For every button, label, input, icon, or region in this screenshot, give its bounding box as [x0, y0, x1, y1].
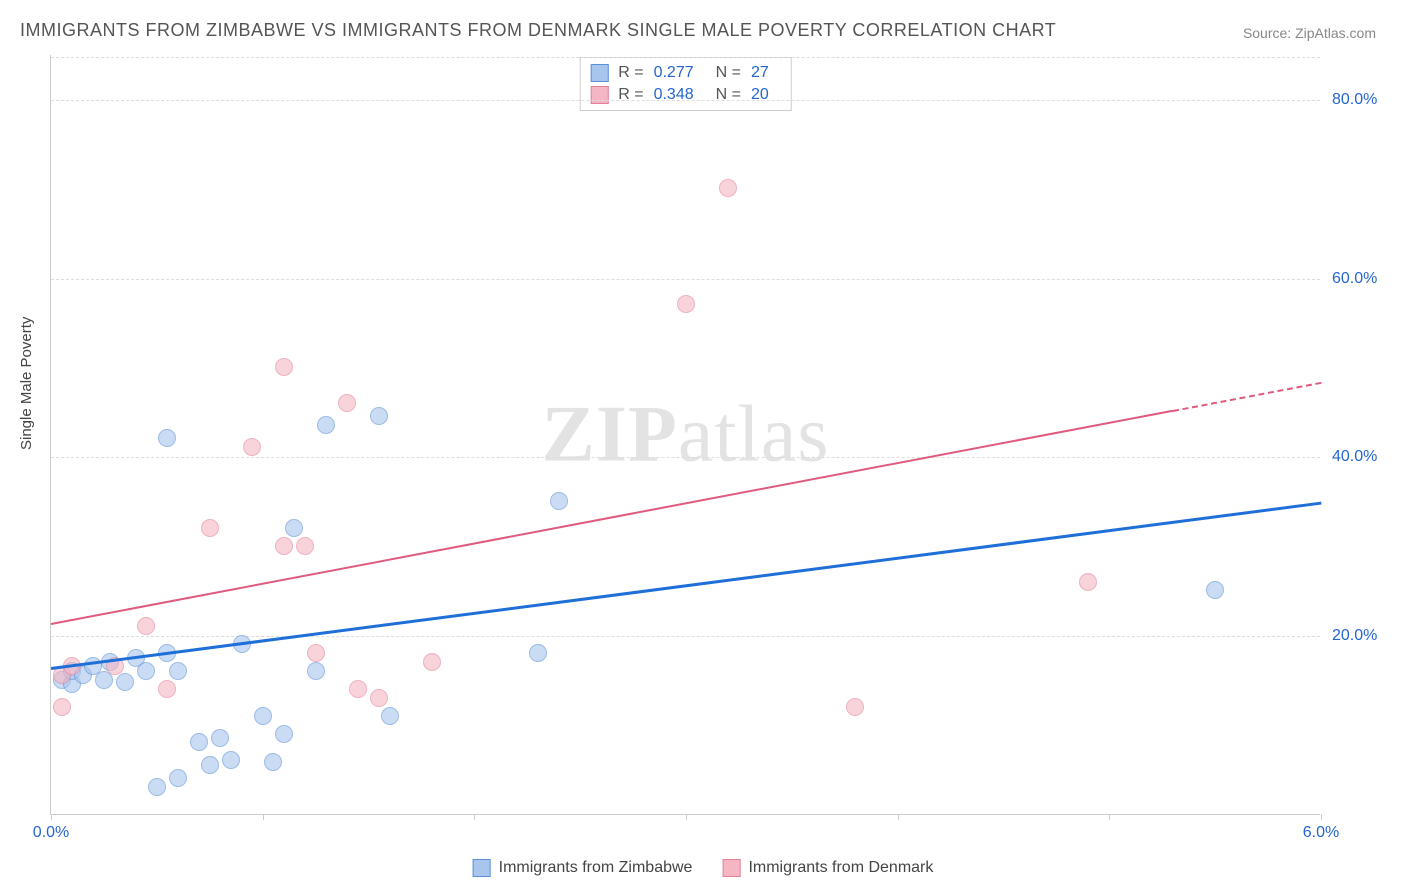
xtick	[1321, 814, 1322, 820]
data-point	[222, 751, 240, 769]
legend-swatch	[473, 859, 491, 877]
data-point	[529, 644, 547, 662]
y-axis-label: Single Male Poverty	[18, 317, 35, 450]
data-point	[275, 537, 293, 555]
legend-swatch	[590, 64, 608, 82]
watermark: ZIPatlas	[542, 389, 830, 480]
data-point	[423, 653, 441, 671]
data-point	[190, 733, 208, 751]
data-point	[338, 394, 356, 412]
plot-area: ZIPatlas R = 0.277N = 27R = 0.348N = 20 …	[50, 55, 1320, 815]
data-point	[116, 673, 134, 691]
data-point	[201, 756, 219, 774]
watermark-rest: atlas	[678, 390, 830, 478]
trend-line-dashed	[1173, 381, 1322, 411]
chart-title: IMMIGRANTS FROM ZIMBABWE VS IMMIGRANTS F…	[20, 20, 1056, 41]
data-point	[370, 407, 388, 425]
rn-r-value: 0.348	[654, 86, 694, 104]
rn-n-value: 27	[751, 64, 769, 82]
gridline	[51, 279, 1320, 280]
legend-swatch	[722, 859, 740, 877]
xtick	[1109, 814, 1110, 820]
rn-legend: R = 0.277 N = 27 R = 0.348 N = 20	[579, 57, 792, 111]
data-point	[370, 689, 388, 707]
data-point	[1079, 573, 1097, 591]
data-point	[349, 680, 367, 698]
ytick-label: 60.0%	[1332, 270, 1392, 288]
rn-r-label: R =	[618, 64, 643, 82]
data-point	[1206, 581, 1224, 599]
data-point	[307, 644, 325, 662]
xtick	[686, 814, 687, 820]
xtick	[474, 814, 475, 820]
trend-line	[51, 410, 1173, 625]
data-point	[719, 179, 737, 197]
rn-n-label: N =	[716, 64, 741, 82]
rn-legend-row: R = 0.348 N = 20	[590, 84, 781, 106]
data-point	[211, 729, 229, 747]
legend-label: Immigrants from Denmark	[748, 859, 933, 877]
data-point	[264, 753, 282, 771]
data-point	[275, 358, 293, 376]
data-point	[53, 698, 71, 716]
watermark-bold: ZIP	[542, 390, 678, 478]
rn-n-label: N =	[716, 86, 741, 104]
ytick-label: 20.0%	[1332, 627, 1392, 645]
data-point	[148, 778, 166, 796]
data-point	[381, 707, 399, 725]
xtick	[51, 814, 52, 820]
data-point	[254, 707, 272, 725]
xtick-label: 0.0%	[33, 824, 69, 842]
rn-r-label: R =	[618, 86, 643, 104]
data-point	[158, 680, 176, 698]
data-point	[201, 519, 219, 537]
data-point	[243, 438, 261, 456]
xtick-label: 6.0%	[1303, 824, 1339, 842]
data-point	[169, 769, 187, 787]
data-point	[296, 537, 314, 555]
data-point	[307, 662, 325, 680]
data-point	[846, 698, 864, 716]
ytick-label: 80.0%	[1332, 91, 1392, 109]
rn-r-value: 0.277	[654, 64, 694, 82]
data-point	[285, 519, 303, 537]
data-point	[677, 295, 695, 313]
gridline	[51, 457, 1320, 458]
legend-item: Immigrants from Denmark	[722, 859, 933, 877]
rn-legend-row: R = 0.277 N = 27	[590, 62, 781, 84]
data-point	[169, 662, 187, 680]
data-point	[550, 492, 568, 510]
legend-swatch	[590, 86, 608, 104]
data-point	[137, 662, 155, 680]
data-point	[275, 725, 293, 743]
rn-n-value: 20	[751, 86, 769, 104]
xtick	[263, 814, 264, 820]
data-point	[317, 416, 335, 434]
gridline	[51, 100, 1320, 101]
data-point	[137, 617, 155, 635]
ytick-label: 40.0%	[1332, 448, 1392, 466]
source-credit: Source: ZipAtlas.com	[1243, 25, 1376, 41]
data-point	[158, 429, 176, 447]
legend-label: Immigrants from Zimbabwe	[499, 859, 693, 877]
gridline	[51, 57, 1320, 58]
legend-item: Immigrants from Zimbabwe	[473, 859, 693, 877]
bottom-legend: Immigrants from Zimbabwe Immigrants from …	[473, 859, 934, 877]
xtick	[898, 814, 899, 820]
